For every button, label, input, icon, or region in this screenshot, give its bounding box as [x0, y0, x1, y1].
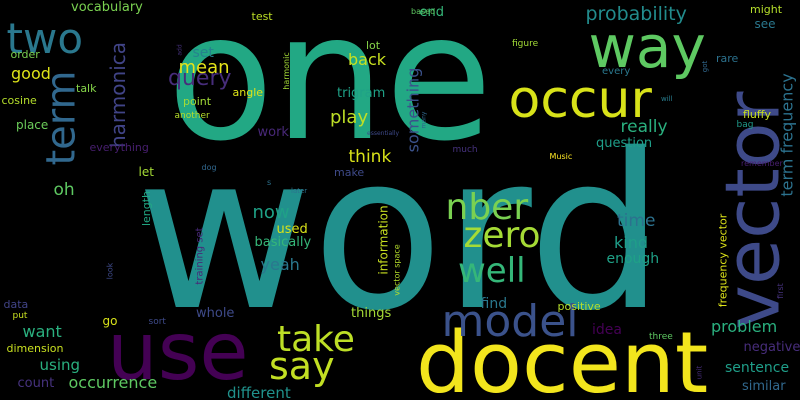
cloud-word-sort: sort — [148, 316, 166, 327]
cloud-word-count: count — [17, 375, 55, 391]
cloud-word-one: one — [167, 0, 493, 180]
cloud-word-occurrence: occurrence — [68, 373, 158, 392]
cloud-word-dog: dog — [201, 163, 217, 172]
cloud-word-place: place — [16, 118, 49, 132]
cloud-word-think: think — [348, 146, 392, 167]
cloud-word-figure: figure — [512, 38, 539, 49]
cloud-word-lot: lot — [366, 38, 381, 52]
cloud-word-different: different — [227, 383, 291, 400]
cloud-word-based: based — [411, 7, 436, 16]
cloud-word-basically: basically — [254, 234, 312, 250]
cloud-word-well: well — [458, 251, 526, 291]
cloud-word-oh: oh — [53, 179, 75, 200]
cloud-word-whole: whole — [196, 305, 235, 321]
cloud-word-docent: docent — [416, 313, 709, 400]
cloud-word-add: add — [176, 44, 184, 56]
cloud-word-another: another — [174, 110, 210, 121]
cloud-word-similar: similar — [742, 378, 786, 394]
cloud-word-time: time — [617, 210, 656, 231]
cloud-word-data: data — [3, 297, 29, 311]
cloud-word-dimension: dimension — [6, 341, 64, 355]
cloud-word-bag: bag — [736, 119, 754, 130]
cloud-word-set: set — [192, 45, 214, 61]
cloud-word-s: s — [267, 178, 272, 187]
cloud-word-will: will — [661, 94, 673, 103]
cloud-word-vector-space: vector space — [392, 244, 402, 296]
cloud-word-everything: everything — [89, 140, 149, 154]
cloud-word-occur: occur — [508, 70, 652, 130]
cloud-word-want: want — [22, 322, 62, 341]
cloud-word-length: length — [139, 190, 153, 226]
cloud-word-word: word — [136, 106, 665, 358]
cloud-word-go: go — [102, 314, 118, 328]
cloud-word-three: three — [649, 331, 673, 342]
cloud-word-mean: mean — [178, 57, 230, 78]
cloud-word-remember: remember — [741, 159, 783, 168]
cloud-word-fluffy: fluffy — [743, 107, 771, 121]
cloud-word-say: say — [269, 344, 335, 388]
cloud-word-order: order — [10, 47, 40, 61]
cloud-word-vocabulary: vocabulary — [71, 0, 143, 15]
cloud-word-zero: zero — [463, 215, 541, 256]
cloud-word-point: point — [183, 94, 212, 108]
cloud-word-might: might — [750, 2, 783, 16]
cloud-word-harmonica: harmonica — [106, 41, 131, 149]
cloud-word-probability: probability — [585, 2, 687, 25]
cloud-word-rare: rare — [716, 51, 739, 65]
cloud-word-question: question — [596, 135, 653, 151]
cloud-word-training-set: training set — [194, 227, 206, 285]
cloud-word-harmonic: harmonic — [281, 52, 291, 90]
cloud-word-used: used — [276, 221, 308, 237]
cloud-word-work: work — [257, 124, 289, 140]
cloud-word-make: make — [334, 165, 365, 179]
cloud-word-model: model — [441, 296, 579, 347]
cloud-word-term-frequency: term frequency — [777, 73, 797, 197]
cloud-word-query: query — [168, 66, 232, 91]
cloud-word-every: every — [602, 66, 631, 77]
cloud-word-kind: kind — [614, 233, 649, 252]
cloud-word-angle: angle — [232, 85, 264, 99]
cloud-word-look: look — [104, 262, 114, 280]
cloud-word-yeah: yeah — [260, 255, 300, 274]
cloud-word-put: put — [12, 310, 28, 321]
cloud-word-unit: unit — [695, 365, 704, 379]
cloud-word-positive: positive — [557, 299, 601, 313]
cloud-word-idea: idea — [592, 322, 622, 338]
cloud-word-use: use — [107, 305, 249, 398]
cloud-word-test: test — [251, 9, 273, 23]
cloud-word-something: something — [402, 67, 422, 153]
cloud-word-negative: negative — [743, 339, 800, 355]
cloud-word-take: take — [277, 319, 355, 360]
cloud-word-way: way — [588, 13, 706, 81]
cloud-word-later: later — [291, 186, 308, 195]
cloud-word-things: things — [351, 305, 392, 321]
cloud-word-let: let — [138, 165, 154, 179]
cloud-word-many: many — [419, 111, 427, 129]
cloud-word-back: back — [348, 50, 387, 69]
cloud-word-play: play — [330, 107, 369, 128]
cloud-word-information: information — [376, 205, 391, 275]
cloud-word-essentially: essentially — [367, 130, 400, 137]
cloud-word-really: really — [620, 116, 668, 137]
cloud-word-sentence: sentence — [725, 360, 790, 376]
cloud-word-see: see — [754, 17, 776, 31]
cloud-word-end: end — [419, 4, 445, 20]
cloud-word-using: using — [39, 355, 81, 374]
cloud-word-trigram: trigram — [337, 85, 386, 101]
cloud-word-talk: talk — [76, 81, 97, 95]
cloud-word-frequency-vector: frequency vector — [716, 213, 730, 307]
cloud-word-find: find — [480, 296, 508, 312]
cloud-word-much: much — [452, 144, 478, 155]
cloud-word-music: Music — [549, 152, 573, 161]
cloud-word-enough: enough — [606, 251, 660, 267]
cloud-word-first: first — [775, 283, 785, 299]
cloud-word-two: two — [6, 14, 84, 63]
cloud-word-now: now — [252, 202, 290, 223]
cloud-word-problem: problem — [711, 317, 778, 336]
cloud-word-cosine: cosine — [1, 93, 37, 107]
cloud-word-got: got — [700, 60, 709, 72]
cloud-word-nber: nber — [445, 187, 529, 228]
cloud-word-good: good — [11, 64, 51, 83]
